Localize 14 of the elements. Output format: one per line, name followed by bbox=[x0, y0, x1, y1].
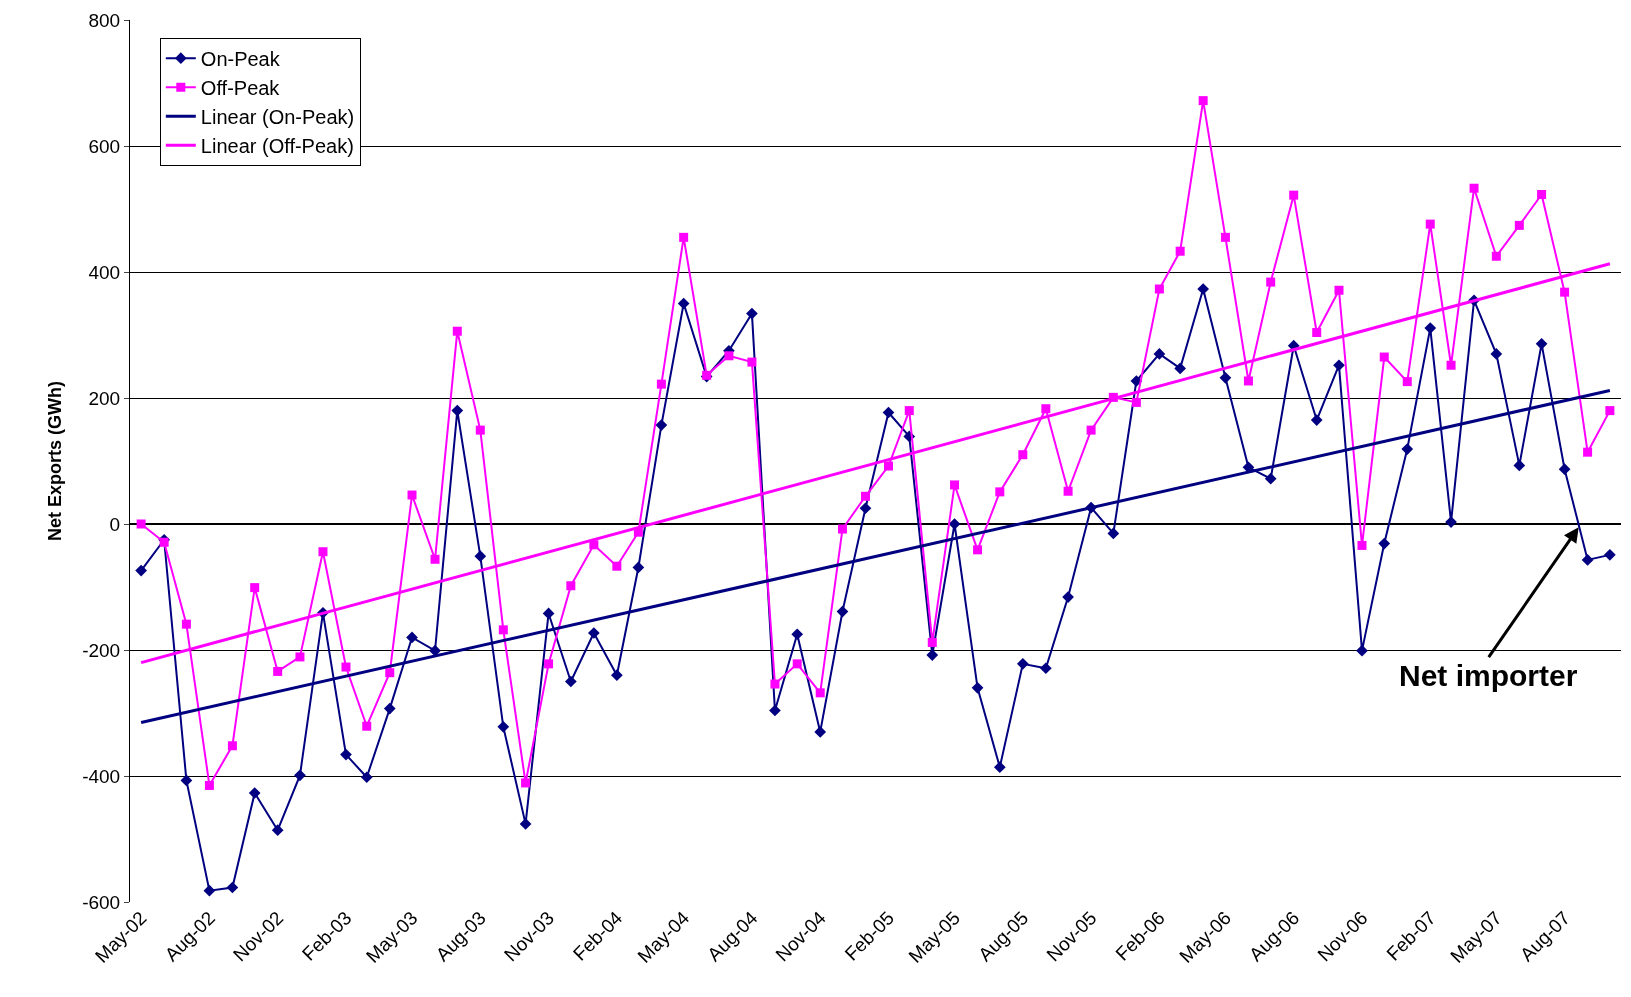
y-tick-label: -600 bbox=[82, 891, 121, 913]
y-tick-label: 200 bbox=[88, 387, 121, 409]
legend-label: On-Peak bbox=[200, 47, 281, 70]
y-tick-label: 400 bbox=[88, 261, 121, 283]
y-tick-label: 600 bbox=[88, 135, 121, 157]
annotation: Net importer bbox=[1399, 659, 1578, 692]
legend-label: Linear (Off-Peak) bbox=[200, 134, 354, 157]
y-tick-label: -400 bbox=[82, 765, 121, 787]
legend-label: Off-Peak bbox=[200, 76, 281, 99]
y-tick-label: 800 bbox=[88, 9, 121, 31]
legend-label: Linear (On-Peak) bbox=[200, 105, 355, 128]
y-tick-label: -200 bbox=[82, 639, 121, 661]
y-tick-label: 0 bbox=[109, 513, 121, 535]
y-axis-title: Net Exports (GWh) bbox=[45, 381, 66, 541]
